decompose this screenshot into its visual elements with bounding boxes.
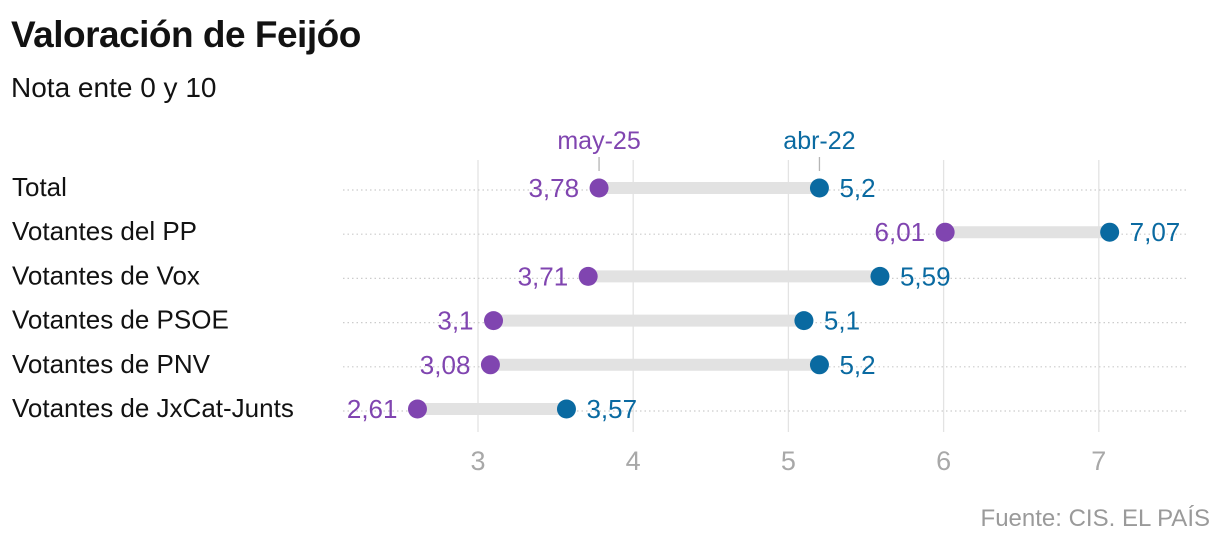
value-label-may-25: 3,71 xyxy=(518,261,569,291)
value-label-abr-22: 3,57 xyxy=(586,394,637,424)
x-tick-label: 5 xyxy=(781,446,796,476)
chart-title: Valoración de Feijóo xyxy=(11,14,361,55)
point-abr-22 xyxy=(870,266,890,286)
point-may-25 xyxy=(935,222,955,242)
row-label: Votantes de PSOE xyxy=(12,305,229,335)
value-label-may-25: 6,01 xyxy=(875,217,926,247)
point-abr-22 xyxy=(556,399,576,419)
point-abr-22 xyxy=(809,178,829,198)
value-label-abr-22: 5,59 xyxy=(900,261,951,291)
x-tick-label: 4 xyxy=(626,446,641,476)
row-label: Votantes de JxCat-Junts xyxy=(12,393,294,423)
value-label-may-25: 3,78 xyxy=(528,173,579,203)
x-tick-label: 3 xyxy=(470,446,485,476)
series-label: may-25 xyxy=(557,127,640,155)
point-abr-22 xyxy=(809,355,829,375)
series-label: abr-22 xyxy=(783,127,855,155)
value-label-may-25: 2,61 xyxy=(347,394,398,424)
point-abr-22 xyxy=(794,311,814,331)
point-may-25 xyxy=(484,311,504,331)
row-label: Votantes de PNV xyxy=(12,349,211,379)
point-may-25 xyxy=(578,266,598,286)
x-tick-label: 6 xyxy=(936,446,951,476)
x-tick-label: 7 xyxy=(1091,446,1106,476)
value-label-abr-22: 5,2 xyxy=(839,350,875,380)
point-may-25 xyxy=(480,355,500,375)
value-label-may-25: 3,1 xyxy=(437,306,473,336)
chart-subtitle: Nota ente 0 y 10 xyxy=(11,72,217,103)
row-label: Votantes del PP xyxy=(12,216,197,246)
point-may-25 xyxy=(407,399,427,419)
row-label: Total xyxy=(12,172,67,202)
row-label: Votantes de Vox xyxy=(12,260,200,290)
value-label-abr-22: 7,07 xyxy=(1130,217,1181,247)
source-note: Fuente: CIS. EL PAÍS xyxy=(980,505,1210,532)
point-abr-22 xyxy=(1100,222,1120,242)
value-label-abr-22: 5,2 xyxy=(839,173,875,203)
point-may-25 xyxy=(589,178,609,198)
value-label-abr-22: 5,1 xyxy=(824,306,860,336)
value-label-may-25: 3,08 xyxy=(420,350,471,380)
